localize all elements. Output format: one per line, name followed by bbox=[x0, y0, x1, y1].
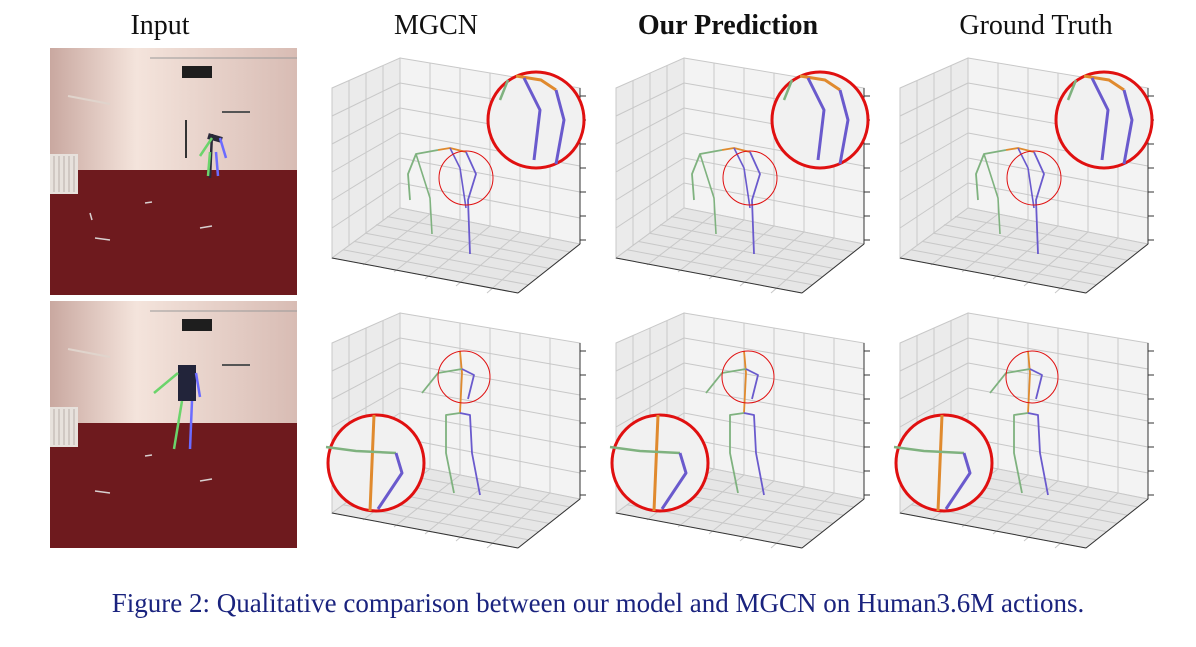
zoom-inset bbox=[1054, 70, 1154, 170]
plot-ours-bottom bbox=[609, 312, 870, 549]
input-photo-bottom bbox=[50, 301, 297, 548]
highlight-circle bbox=[1005, 350, 1059, 404]
highlight-circle bbox=[722, 150, 778, 206]
zoom-inset bbox=[486, 70, 586, 170]
highlight-circle bbox=[437, 350, 491, 404]
zoom-inset bbox=[609, 413, 710, 513]
zoom-inset bbox=[770, 70, 870, 170]
skeleton bbox=[691, 147, 761, 255]
column-title-input: Input bbox=[130, 10, 190, 41]
zoom-inset bbox=[325, 413, 426, 513]
skeleton bbox=[407, 147, 477, 255]
column-title-ground-truth: Ground Truth bbox=[959, 10, 1113, 41]
zoom-inset bbox=[893, 413, 994, 513]
plot-gt-top bbox=[898, 57, 1154, 294]
highlight-circle bbox=[438, 150, 494, 206]
column-title-mgcn: MGCN bbox=[393, 10, 478, 41]
plot-ours-top bbox=[614, 57, 870, 294]
plot-gt-bottom bbox=[893, 312, 1154, 549]
plot-mgcn-bottom bbox=[325, 312, 586, 549]
skeleton bbox=[975, 147, 1045, 255]
column-title-our-prediction: Our Prediction bbox=[637, 10, 819, 41]
input-photo-top bbox=[50, 48, 297, 295]
highlight-circle bbox=[1006, 150, 1062, 206]
highlight-circle bbox=[721, 350, 775, 404]
figure-caption: Figure 2: Qualitative comparison between… bbox=[111, 588, 1085, 618]
plot-mgcn-top bbox=[330, 57, 586, 294]
